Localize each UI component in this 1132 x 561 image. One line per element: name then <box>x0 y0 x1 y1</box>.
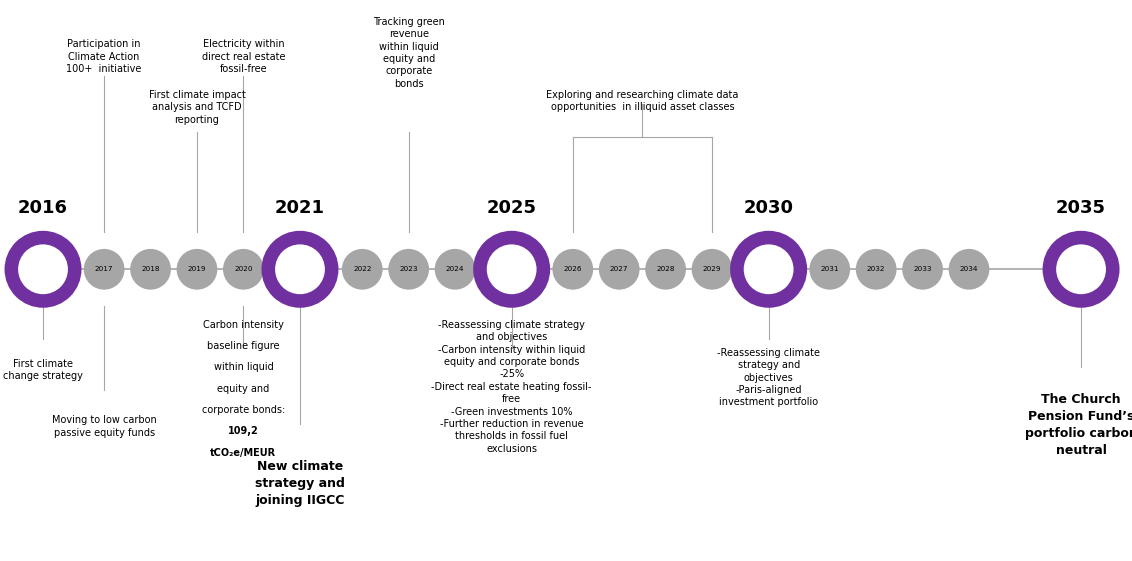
Text: 2017: 2017 <box>95 266 113 272</box>
Ellipse shape <box>388 249 429 289</box>
Text: equity and: equity and <box>217 384 269 394</box>
Ellipse shape <box>902 249 943 289</box>
Ellipse shape <box>223 249 264 289</box>
Text: 2028: 2028 <box>657 266 675 272</box>
Ellipse shape <box>744 245 794 294</box>
Text: within liquid: within liquid <box>214 362 273 373</box>
Ellipse shape <box>5 231 82 308</box>
Ellipse shape <box>856 249 897 289</box>
Ellipse shape <box>692 249 732 289</box>
Text: 2022: 2022 <box>353 266 371 272</box>
Text: 2035: 2035 <box>1056 199 1106 217</box>
Text: First climate impact
analysis and TCFD
reporting: First climate impact analysis and TCFD r… <box>148 90 246 125</box>
Ellipse shape <box>18 245 68 294</box>
Text: 2030: 2030 <box>744 199 794 217</box>
Ellipse shape <box>261 231 338 308</box>
Ellipse shape <box>130 249 171 289</box>
Text: The Church
Pension Fund’s
portfolio carbon
neutral: The Church Pension Fund’s portfolio carb… <box>1024 393 1132 457</box>
Text: 2023: 2023 <box>400 266 418 272</box>
Ellipse shape <box>177 249 217 289</box>
Text: 2025: 2025 <box>487 199 537 217</box>
Text: Exploring and researching climate data
opportunities  in illiquid asset classes: Exploring and researching climate data o… <box>547 90 738 112</box>
Ellipse shape <box>730 231 807 308</box>
Text: -Reassessing climate
strategy and
objectives
-Paris-aligned
investment portfolio: -Reassessing climate strategy and object… <box>718 348 820 407</box>
Text: 2020: 2020 <box>234 266 252 272</box>
Ellipse shape <box>809 249 850 289</box>
Ellipse shape <box>949 249 989 289</box>
Text: Tracking green
revenue
within liquid
equity and
corporate
bonds: Tracking green revenue within liquid equ… <box>372 17 445 89</box>
Text: 2029: 2029 <box>703 266 721 272</box>
Text: 2032: 2032 <box>867 266 885 272</box>
Text: 109,2: 109,2 <box>228 426 259 436</box>
Ellipse shape <box>275 245 325 294</box>
Ellipse shape <box>599 249 640 289</box>
Ellipse shape <box>435 249 475 289</box>
Text: baseline figure: baseline figure <box>207 341 280 351</box>
Text: First climate
change strategy: First climate change strategy <box>3 359 83 381</box>
Ellipse shape <box>1056 245 1106 294</box>
Text: Participation in
Climate Action
100+  initiative: Participation in Climate Action 100+ ini… <box>67 39 142 74</box>
Text: 2019: 2019 <box>188 266 206 272</box>
Text: Carbon intensity: Carbon intensity <box>203 320 284 330</box>
Text: 2018: 2018 <box>142 266 160 272</box>
Text: tCO₂e/MEUR: tCO₂e/MEUR <box>211 448 276 458</box>
Text: Electricity within
direct real estate
fossil-free: Electricity within direct real estate fo… <box>201 39 285 74</box>
Ellipse shape <box>84 249 125 289</box>
Ellipse shape <box>342 249 383 289</box>
Text: 2016: 2016 <box>18 199 68 217</box>
Text: Moving to low carbon
passive equity funds: Moving to low carbon passive equity fund… <box>52 415 156 438</box>
Text: 2021: 2021 <box>275 199 325 217</box>
Text: 2031: 2031 <box>821 266 839 272</box>
Text: -Reassessing climate strategy
and objectives
-Carbon intensity within liquid
equ: -Reassessing climate strategy and object… <box>431 320 592 454</box>
Ellipse shape <box>473 231 550 308</box>
Ellipse shape <box>1043 231 1120 308</box>
Ellipse shape <box>552 249 593 289</box>
Text: 2033: 2033 <box>914 266 932 272</box>
Text: 2024: 2024 <box>446 266 464 272</box>
Text: 2027: 2027 <box>610 266 628 272</box>
Ellipse shape <box>487 245 537 294</box>
Text: 2034: 2034 <box>960 266 978 272</box>
Text: corporate bonds:: corporate bonds: <box>201 405 285 415</box>
Ellipse shape <box>645 249 686 289</box>
Text: New climate
strategy and
joining IIGCC: New climate strategy and joining IIGCC <box>255 460 345 507</box>
Text: 2026: 2026 <box>564 266 582 272</box>
